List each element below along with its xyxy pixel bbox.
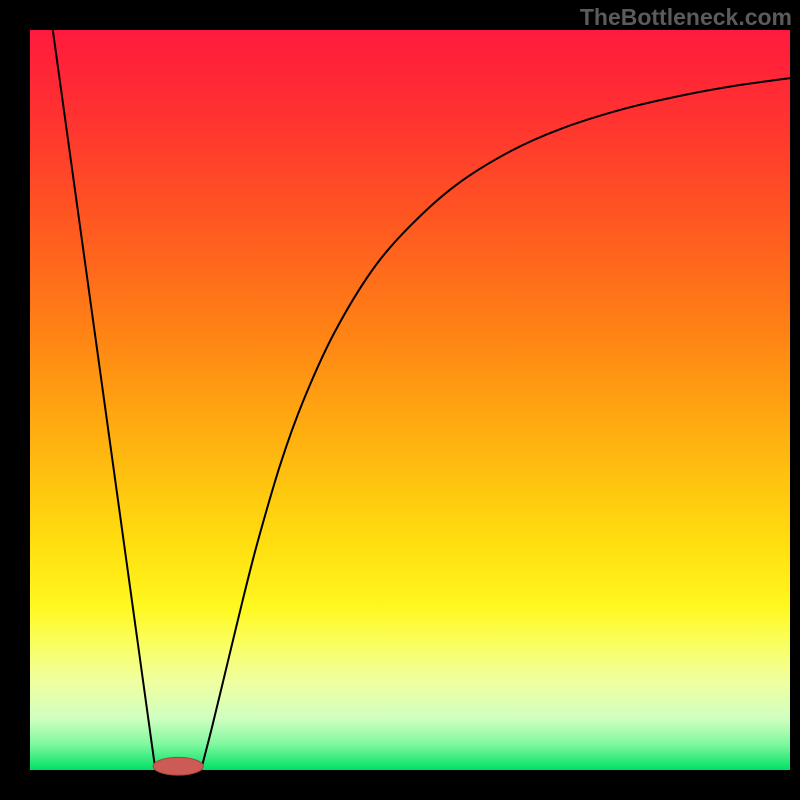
plot-background <box>30 30 790 770</box>
watermark-text: TheBottleneck.com <box>580 4 792 31</box>
bottleneck-marker <box>153 757 203 775</box>
chart-canvas <box>0 0 800 800</box>
bottleneck-chart: TheBottleneck.com <box>0 0 800 800</box>
